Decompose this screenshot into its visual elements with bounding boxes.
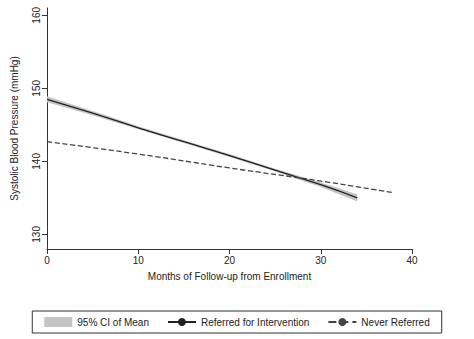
svg-text:40: 40 — [406, 255, 418, 266]
svg-text:150: 150 — [31, 80, 42, 97]
svg-text:140: 140 — [31, 153, 42, 170]
svg-text:0: 0 — [44, 255, 50, 266]
svg-text:160: 160 — [31, 7, 42, 24]
svg-text:95% CI of Mean: 95% CI of Mean — [77, 317, 149, 328]
svg-text:130: 130 — [31, 226, 42, 243]
svg-text:Systolic Blood Pressure (mmHg): Systolic Blood Pressure (mmHg) — [9, 56, 20, 200]
svg-text:Never Referred: Never Referred — [361, 317, 429, 328]
svg-text:20: 20 — [224, 255, 236, 266]
svg-text:10: 10 — [133, 255, 145, 266]
svg-text:30: 30 — [315, 255, 327, 266]
svg-text:Referred for Intervention: Referred for Intervention — [201, 317, 309, 328]
svg-text:Months of Follow-up from Enrol: Months of Follow-up from Enrollment — [148, 271, 312, 282]
